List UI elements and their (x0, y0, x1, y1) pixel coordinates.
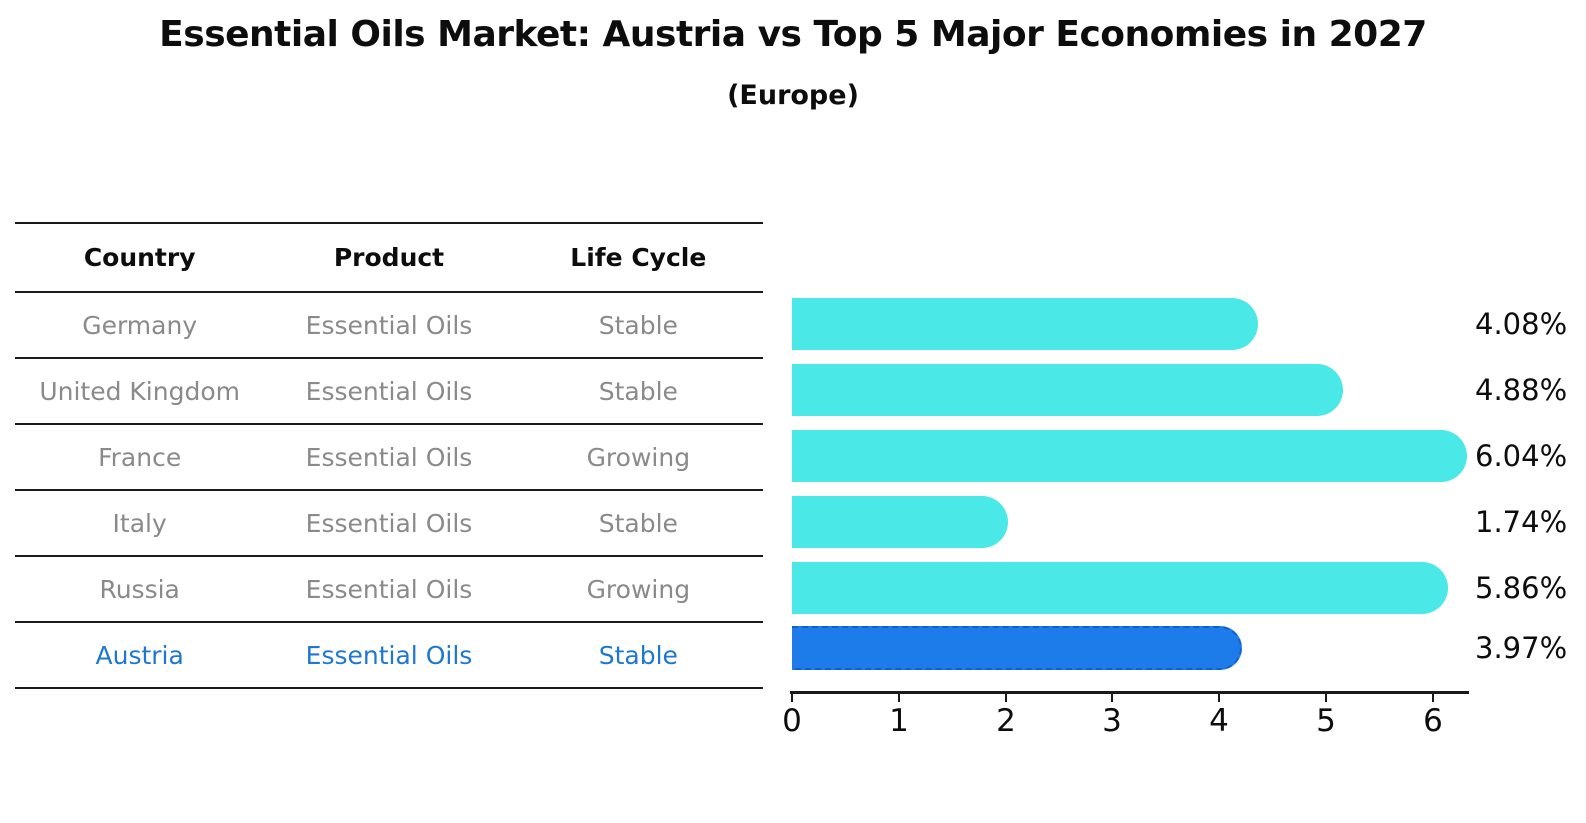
bar-austria-highlighted[interactable] (792, 626, 1242, 670)
x-axis-tick-label: 4 (1209, 703, 1229, 739)
x-axis (790, 691, 1469, 694)
cell-product: Essential Oils (305, 574, 473, 604)
x-axis-tick (1005, 693, 1007, 702)
value-label-russia: 5.86% (1475, 571, 1568, 605)
table-row-austria-highlighted: Austria Essential Oils Stable (15, 623, 763, 689)
x-axis-tick-label: 3 (1102, 703, 1122, 739)
cell-life-cycle: Stable (598, 508, 678, 538)
cell-life-cycle: Stable (598, 376, 678, 406)
x-axis-tick (1325, 693, 1327, 702)
cell-product: Essential Oils (305, 508, 473, 538)
cell-life-cycle: Stable (598, 310, 678, 340)
table-row-germany: Germany Essential Oils Stable (15, 293, 763, 359)
cell-product: Essential Oils (305, 640, 473, 670)
value-label-italy: 1.74% (1475, 505, 1568, 539)
column-header-country: Country (83, 243, 196, 272)
bar-france[interactable] (792, 430, 1467, 482)
x-axis-tick-label: 6 (1423, 703, 1443, 739)
value-label-germany: 4.08% (1475, 307, 1568, 341)
cell-life-cycle: Growing (586, 442, 691, 472)
x-axis-tick-label: 0 (782, 703, 802, 739)
bar-united-kingdom[interactable] (792, 364, 1343, 416)
cell-life-cycle: Stable (598, 640, 678, 670)
cell-product: Essential Oils (305, 442, 473, 472)
bar-italy[interactable] (792, 496, 1008, 548)
table-header-row: Country Product Life Cycle (15, 224, 763, 293)
x-axis-tick (898, 693, 900, 702)
column-header-product: Product (333, 243, 445, 272)
bar-germany[interactable] (792, 298, 1258, 350)
x-axis-tick (1218, 693, 1220, 702)
cell-country: Russia (99, 574, 180, 604)
cell-country: Austria (95, 640, 184, 670)
column-header-life-cycle: Life Cycle (570, 243, 707, 272)
table-row-italy: Italy Essential Oils Stable (15, 491, 763, 557)
chart-subtitle: (Europe) (727, 80, 859, 111)
cell-country: Italy (112, 508, 167, 538)
chart-title: Essential Oils Market: Austria vs Top 5 … (159, 14, 1427, 55)
x-axis-tick (1432, 693, 1434, 702)
x-axis-tick (1111, 693, 1113, 702)
cell-country: United Kingdom (39, 376, 240, 406)
bar-russia[interactable] (792, 562, 1448, 614)
x-axis-tick-label: 2 (996, 703, 1016, 739)
x-axis-tick-label: 5 (1316, 703, 1336, 739)
table-row-france: France Essential Oils Growing (15, 425, 763, 491)
cell-country: Germany (82, 310, 198, 340)
cell-product: Essential Oils (305, 376, 473, 406)
table-row-russia: Russia Essential Oils Growing (15, 557, 763, 623)
x-axis-tick (791, 693, 793, 702)
cell-life-cycle: Growing (586, 574, 691, 604)
cell-product: Essential Oils (305, 310, 473, 340)
comparison-table: Country Product Life Cycle Germany Essen… (15, 222, 763, 689)
x-axis-tick-label: 1 (889, 703, 909, 739)
table-row-united-kingdom: United Kingdom Essential Oils Stable (15, 359, 763, 425)
value-label-austria: 3.97% (1475, 631, 1568, 665)
value-label-france: 6.04% (1475, 439, 1568, 473)
cell-country: France (98, 442, 182, 472)
value-label-united-kingdom: 4.88% (1475, 373, 1568, 407)
